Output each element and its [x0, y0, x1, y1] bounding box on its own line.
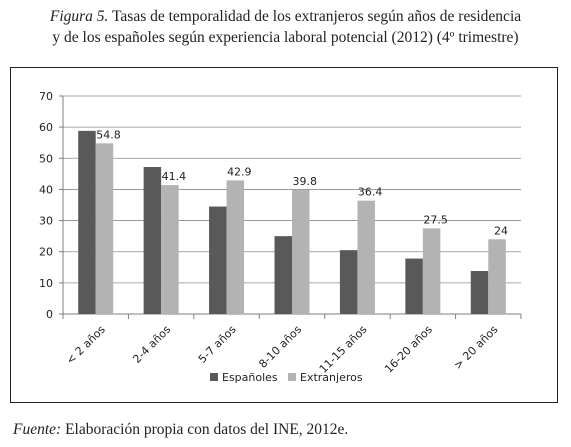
data-label: 42.9 [227, 165, 252, 178]
x-tick-label: 11-15 años [317, 323, 370, 376]
x-tick-label: 2-4 años [130, 323, 173, 366]
y-tick-label: 0 [46, 308, 53, 321]
legend-swatch [288, 373, 296, 381]
y-tick-label: 70 [39, 90, 53, 103]
bar [488, 239, 506, 314]
source-label: Fuente: [13, 421, 62, 438]
y-tick-label: 10 [39, 277, 53, 290]
y-tick-label: 60 [39, 121, 53, 134]
x-tick-label: 16-20 años [382, 323, 435, 376]
bar [95, 143, 114, 314]
bar [78, 130, 96, 314]
x-tick-label: > 20 años [451, 323, 500, 372]
x-tick-label: < 2 años [64, 323, 108, 367]
bar [274, 236, 292, 314]
caption-title-part-1: Tasas de temporalidad de los extranjeros… [112, 8, 522, 25]
legend-label: Españoles [222, 371, 278, 384]
data-label: 54.8 [96, 128, 121, 141]
data-label: 24 [494, 224, 508, 237]
y-tick-label: 30 [39, 215, 53, 228]
source-year: , 2012e. [298, 421, 349, 438]
y-tick-label: 50 [39, 152, 53, 165]
bar-chart: 0 10 20 30 40 50 60 70 54.8 < 2 años 41.4 2-4 años 4… [39, 90, 522, 384]
bar [161, 185, 179, 314]
x-tick-label: 8-10 años [256, 323, 304, 371]
data-label: 36.4 [358, 186, 383, 199]
legend-label: Extranjeros [300, 371, 363, 384]
bar [339, 250, 358, 314]
figure-caption: Figura 5. Tasas de temporalidad de los e… [8, 6, 563, 48]
bar [209, 206, 227, 314]
caption-line-2: y de los españoles según experiencia lab… [52, 29, 519, 46]
chart-frame: 0 10 20 30 40 50 60 70 54.8 < 2 años 41.4 2-4 años 4… [10, 67, 558, 403]
data-label: 39.8 [293, 175, 318, 188]
y-tick-label: 20 [39, 246, 53, 259]
caption-figure-label: Figura 5. [49, 8, 109, 25]
source-text: Elaboración propia con datos del [65, 421, 270, 438]
bar [357, 200, 375, 314]
legend-swatch [210, 373, 218, 381]
y-tick-label: 40 [39, 183, 53, 196]
bar [143, 167, 162, 314]
data-label: 27.5 [423, 213, 448, 226]
x-tick-label: 5-7 años [196, 323, 239, 366]
bar [405, 258, 423, 314]
data-label: 41.4 [162, 170, 187, 183]
source-org: INE [272, 421, 299, 438]
caption-line-1: Figura 5. Tasas de temporalidad de los e… [8, 6, 563, 27]
bar [226, 180, 245, 314]
source-note: Fuente: Elaboración propia con datos del… [13, 421, 348, 439]
bar [422, 228, 441, 314]
bar [470, 271, 489, 314]
bar [292, 190, 310, 314]
